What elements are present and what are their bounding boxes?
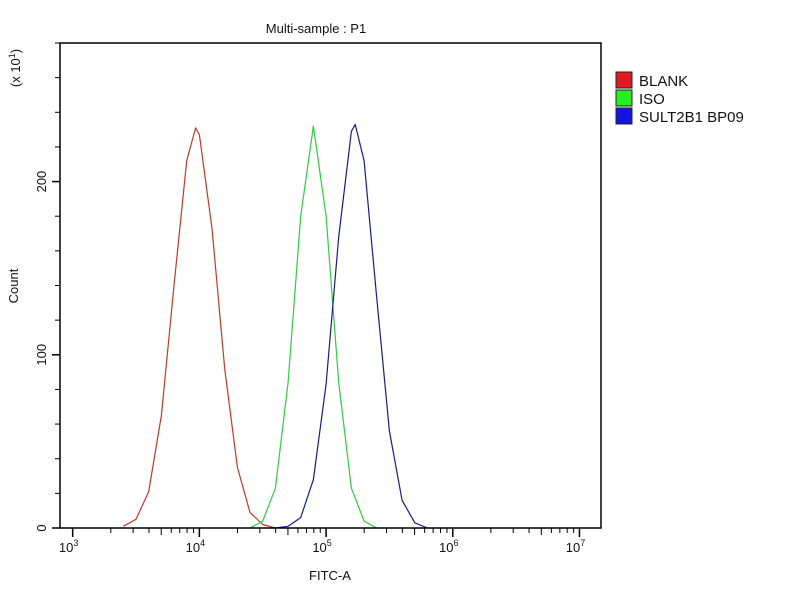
y-tick-label: 100 xyxy=(34,344,49,366)
legend-swatch xyxy=(615,89,633,107)
y-axis: 0 100 200 xyxy=(34,42,60,532)
legend-label: SULT2B1 BP09 xyxy=(639,109,744,126)
x-tick-base: 10 xyxy=(186,540,200,555)
x-tick-label: 103 xyxy=(59,538,78,555)
x-axis-label: FITC-A xyxy=(309,568,351,583)
x-tick-exponent: 3 xyxy=(73,538,78,548)
chart-title: Multi-sample : P1 xyxy=(266,21,366,36)
series-line-iso xyxy=(249,125,377,529)
x-axis: 103 104 105 106 107 xyxy=(59,528,585,555)
legend-swatch xyxy=(615,71,633,89)
y-tick-label: 200 xyxy=(34,171,49,193)
y-axis-label: Count xyxy=(6,268,21,303)
legend-label: ISO xyxy=(639,91,665,108)
x-tick-exponent: 6 xyxy=(453,538,458,548)
y-axis-multiplier: (x 101) xyxy=(7,49,23,87)
plot-area xyxy=(123,123,428,529)
x-tick-label: 104 xyxy=(186,538,205,555)
x-tick-exponent: 4 xyxy=(200,538,205,548)
x-tick-label: 107 xyxy=(566,538,585,555)
x-tick-base: 10 xyxy=(59,540,73,555)
plot-frame xyxy=(59,42,602,529)
y-tick-label: 0 xyxy=(34,524,49,531)
series-line-sult2b1-bp09 xyxy=(275,123,428,529)
legend-swatch xyxy=(615,107,633,125)
x-tick-base: 10 xyxy=(439,540,453,555)
x-tick-base: 10 xyxy=(312,540,326,555)
x-tick-base: 10 xyxy=(566,540,580,555)
legend-label: BLANK xyxy=(639,73,688,90)
x-tick-label: 105 xyxy=(312,538,331,555)
x-tick-exponent: 7 xyxy=(580,538,585,548)
x-tick-exponent: 5 xyxy=(327,538,332,548)
x-tick-label: 106 xyxy=(439,538,458,555)
series-line-blank xyxy=(123,127,276,529)
